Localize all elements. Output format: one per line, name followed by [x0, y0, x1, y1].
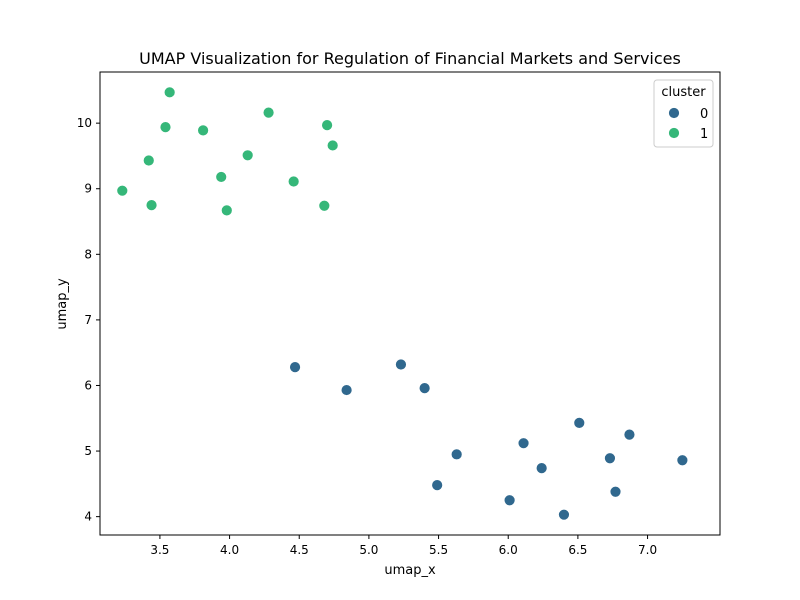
plot-area — [116, 86, 689, 521]
legend-title: cluster — [661, 85, 706, 100]
data-point-cluster-1 — [215, 171, 228, 183]
legend-marker-1 — [668, 127, 680, 139]
chart-title: UMAP Visualization for Regulation of Fin… — [139, 49, 681, 68]
data-point-cluster-0 — [340, 384, 353, 396]
data-point-cluster-0 — [395, 358, 407, 371]
data-point-cluster-1 — [197, 124, 210, 137]
data-point-cluster-0 — [503, 494, 516, 507]
y-tick-label: 10 — [77, 116, 92, 130]
x-tick-label: 5.0 — [359, 543, 378, 557]
data-point-cluster-1 — [163, 86, 176, 99]
y-tick-label: 4 — [84, 510, 92, 524]
plot-frame — [99, 71, 721, 536]
data-point-cluster-0 — [517, 437, 530, 450]
x-tick-label: 3.5 — [150, 543, 169, 557]
data-point-cluster-1 — [241, 149, 254, 162]
y-tick-label: 8 — [84, 247, 92, 261]
legend-label: 0 — [700, 107, 708, 122]
data-point-cluster-0 — [676, 454, 689, 467]
data-point-cluster-1 — [287, 175, 300, 188]
data-point-cluster-0 — [418, 382, 431, 394]
x-axis-label: umap_x — [384, 563, 436, 578]
data-point-cluster-0 — [573, 416, 586, 429]
x-tick-label: 4.0 — [220, 543, 239, 557]
data-point-cluster-1 — [318, 199, 331, 212]
x-tick-label: 6.5 — [568, 543, 587, 557]
data-point-cluster-0 — [558, 508, 570, 521]
data-point-cluster-1 — [116, 184, 129, 197]
data-point-cluster-0 — [431, 479, 444, 492]
data-point-cluster-1 — [326, 139, 339, 152]
data-point-cluster-0 — [609, 485, 622, 498]
data-point-cluster-1 — [159, 121, 172, 133]
y-tick-label: 9 — [84, 182, 92, 196]
legend-marker-0 — [668, 107, 680, 119]
data-point-cluster-0 — [535, 462, 548, 475]
x-tick-label: 6.0 — [499, 543, 518, 557]
data-point-cluster-1 — [262, 106, 275, 119]
data-point-cluster-0 — [623, 428, 636, 441]
y-axis: 4 5 6 7 8 9 10 — [77, 116, 100, 524]
y-tick-label: 5 — [84, 444, 92, 458]
x-tick-label: 7.0 — [638, 543, 657, 557]
y-axis-label: umap_y — [55, 278, 70, 330]
data-point-cluster-0 — [450, 448, 463, 461]
x-axis: 3.5 4.0 4.5 5.0 5.5 6.0 6.5 7.0 — [150, 535, 657, 557]
data-point-cluster-1 — [142, 154, 155, 167]
legend: cluster 0 1 — [653, 79, 714, 148]
legend-box — [653, 79, 714, 148]
data-point-cluster-0 — [289, 361, 301, 374]
y-tick-label: 7 — [84, 313, 92, 327]
data-point-cluster-1 — [321, 119, 334, 132]
legend-label: 1 — [700, 127, 708, 142]
y-tick-label: 6 — [84, 378, 92, 392]
data-point-cluster-1 — [220, 204, 233, 217]
x-tick-label: 4.5 — [290, 543, 309, 557]
x-tick-label: 5.5 — [429, 543, 448, 557]
data-point-cluster-0 — [604, 452, 616, 465]
data-point-cluster-1 — [145, 199, 158, 212]
